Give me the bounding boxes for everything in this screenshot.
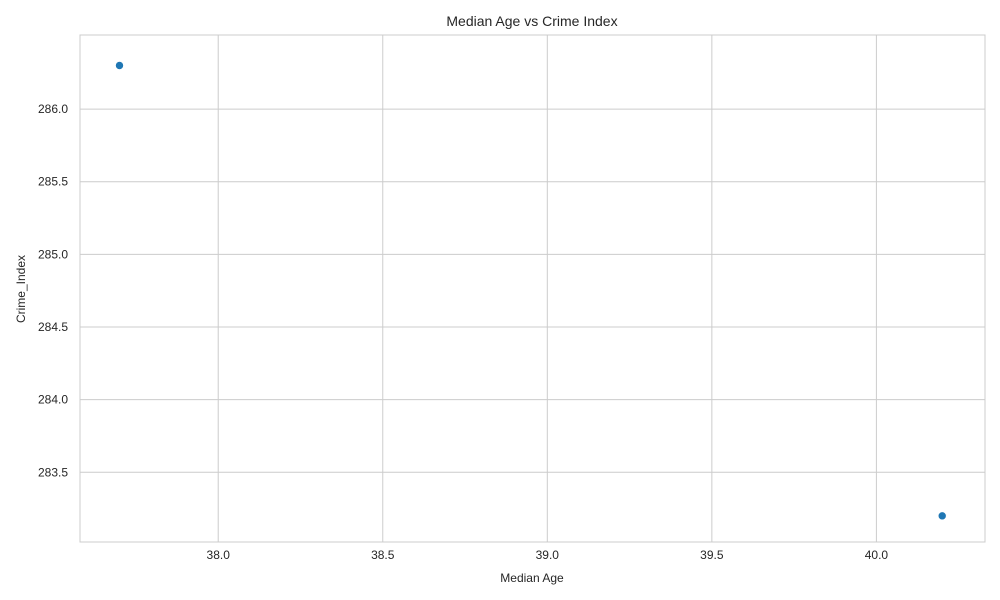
y-tick-label: 284.5 (38, 320, 68, 334)
y-tick-label: 285.0 (38, 247, 68, 261)
chart-title: Median Age vs Crime Index (446, 13, 617, 29)
data-points (115, 61, 947, 521)
y-tick-label: 285.5 (38, 175, 68, 189)
y-tick-label: 283.5 (38, 465, 68, 479)
x-tick-label: 40.0 (865, 548, 889, 562)
y-axis-label: Crime_Index (14, 255, 28, 323)
x-tick-label: 38.5 (371, 548, 395, 562)
data-point (115, 61, 124, 70)
x-axis-label: Median Age (500, 571, 564, 585)
y-tick-label: 284.0 (38, 393, 68, 407)
grid (80, 35, 985, 542)
x-tick-label: 38.0 (207, 548, 231, 562)
data-point (937, 511, 947, 521)
y-tick-label: 286.0 (38, 102, 68, 116)
x-tick-label: 39.0 (536, 548, 560, 562)
x-axis-ticks: 38.0 38.5 39.0 39.5 40.0 (207, 548, 889, 562)
x-tick-label: 39.5 (700, 548, 724, 562)
plot-area (79, 34, 986, 543)
y-axis-ticks: 283.5 284.0 284.5 285.0 285.5 286.0 (38, 102, 68, 479)
